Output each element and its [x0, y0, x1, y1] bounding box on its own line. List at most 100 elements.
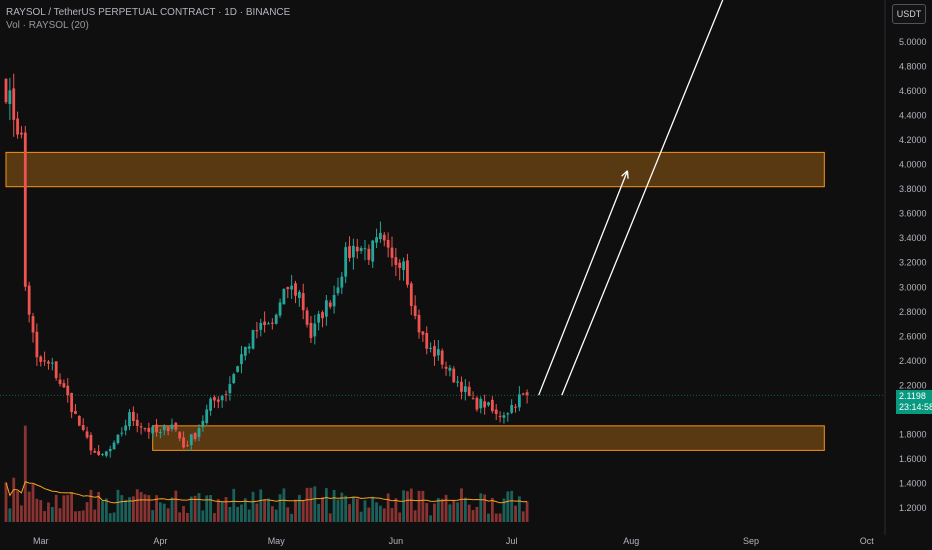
volume-bar — [363, 500, 367, 522]
trend-arrow-line — [561, 0, 724, 396]
price-tick-label: 3.4000 — [899, 233, 927, 243]
volume-bar — [282, 488, 286, 522]
volume-bar — [131, 496, 135, 522]
volume-bar — [479, 493, 483, 522]
candle-body — [421, 331, 425, 335]
price-tick-label: 1.8000 — [899, 429, 927, 439]
volume-bar — [379, 505, 382, 522]
price-axis[interactable]: 5.0000 4.8000 4.6000 4.4000 4.2000 4.0000 3.80… — [899, 37, 927, 513]
volume-bar — [483, 494, 487, 522]
candle-body — [186, 445, 189, 447]
currency-selector[interactable]: USDT — [892, 4, 926, 24]
volume-bar — [27, 491, 31, 522]
candle-body — [47, 361, 50, 364]
volume-bar — [182, 506, 185, 522]
candle-body — [444, 366, 448, 369]
volume-bar — [224, 496, 228, 522]
time-tick-label: Aug — [623, 536, 639, 546]
volume-bar — [43, 511, 46, 522]
candle-body — [267, 323, 270, 325]
volume-bar — [66, 495, 70, 522]
price-tick-label: 4.8000 — [899, 62, 927, 72]
symbol-title[interactable]: RAYSOL / TetherUS PERPETUAL CONTRACT · 1… — [6, 7, 291, 18]
volume-bar — [23, 425, 27, 522]
volume-bar — [502, 498, 506, 522]
volume-bar — [348, 504, 351, 522]
volume-bar — [305, 487, 309, 522]
candle-body — [483, 401, 487, 408]
candle-body — [131, 411, 135, 421]
candle-body — [367, 248, 371, 260]
price-tick-label: 1.4000 — [899, 478, 927, 488]
volume-bar — [270, 506, 274, 522]
volume-bar — [332, 489, 336, 522]
volume-bar — [54, 494, 58, 522]
volume-bar — [240, 504, 243, 522]
volume-bar — [216, 499, 220, 522]
volume-bar — [89, 489, 93, 522]
volume-bar — [494, 513, 498, 522]
volume-indicator-label[interactable]: Vol · RAYSOL (20) — [6, 20, 89, 31]
volume-bar — [409, 488, 413, 522]
volume-bar — [101, 501, 104, 522]
candle-body — [166, 426, 170, 432]
arrow-head — [621, 170, 628, 177]
volume-bar — [151, 510, 155, 522]
candle-body — [139, 426, 143, 428]
candle-body — [417, 314, 421, 333]
volume-bar — [20, 505, 23, 522]
volume-bar — [232, 488, 236, 522]
volume-bar — [498, 513, 502, 522]
volume-bar — [197, 493, 201, 522]
candle-body — [498, 415, 502, 417]
candle-body — [429, 347, 432, 349]
candle-body — [23, 132, 27, 287]
volume-bar — [70, 492, 74, 522]
volume-bar — [255, 503, 259, 522]
candle-body — [382, 234, 386, 241]
volume-bar — [297, 494, 301, 522]
volume-bar — [178, 512, 182, 522]
volume-bar — [74, 511, 77, 522]
volume-bar — [309, 487, 313, 522]
candle-body — [174, 422, 178, 430]
candle-body — [490, 399, 494, 412]
candle-body — [54, 361, 58, 379]
volume-bar — [135, 489, 139, 522]
candle-body — [305, 310, 309, 325]
candle-body — [251, 330, 255, 349]
candle-body — [386, 239, 390, 248]
candle-body — [425, 332, 429, 349]
candle-body — [232, 374, 236, 384]
volume-bar — [155, 495, 158, 522]
volume-bar — [301, 500, 305, 522]
volume-bar — [247, 509, 251, 522]
volume-layer — [4, 425, 529, 522]
candle-body — [193, 433, 197, 440]
volume-bar — [35, 498, 39, 522]
candle-body — [151, 426, 155, 434]
candle-body — [35, 331, 39, 358]
candle-body — [390, 247, 394, 258]
volume-bar — [510, 490, 514, 522]
price-tick-label: 2.4000 — [899, 356, 927, 366]
volume-bar — [417, 490, 421, 522]
candle-body — [394, 257, 398, 265]
candle-body — [313, 323, 317, 337]
candle-body — [116, 434, 120, 443]
time-axis[interactable]: Mar Apr May Jun Jul Aug Sep Oct — [33, 536, 874, 546]
candle-body — [182, 437, 185, 448]
candle-body — [398, 262, 402, 268]
volume-bar — [467, 504, 471, 522]
volume-bar — [112, 512, 116, 522]
volume-bar — [514, 505, 517, 522]
candle-body — [297, 291, 301, 298]
candle-body — [58, 379, 62, 384]
price-tick-label: 4.0000 — [899, 160, 927, 170]
candle-body — [236, 366, 239, 372]
candle-body — [209, 398, 212, 411]
candle-body — [317, 313, 321, 323]
price-tick-label: 3.6000 — [899, 209, 927, 219]
candle-body — [213, 397, 216, 401]
